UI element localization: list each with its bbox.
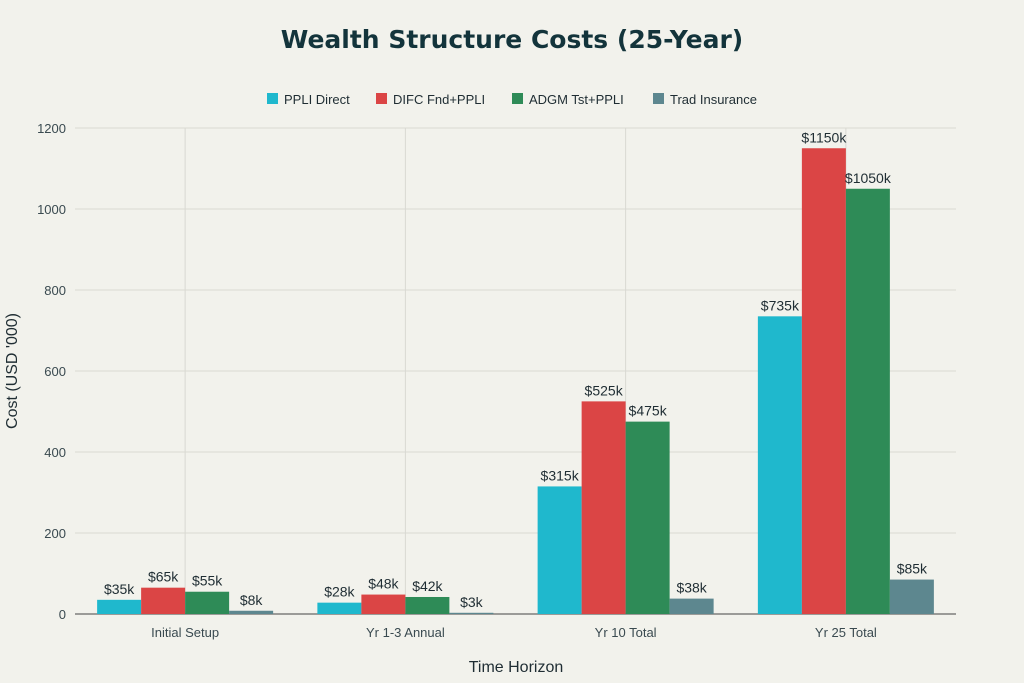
data-label: $42k [412, 578, 443, 594]
y-tick-label: 200 [44, 526, 66, 541]
legend-swatch [376, 93, 387, 104]
x-tick-label: Yr 25 Total [815, 625, 877, 640]
legend-item-label: Trad Insurance [670, 92, 757, 107]
bar [581, 401, 626, 614]
data-label: $525k [585, 382, 624, 398]
legend-item-label: DIFC Fnd+PPLI [393, 92, 485, 107]
data-label: $28k [324, 584, 355, 600]
bar [317, 602, 362, 614]
y-axis-label: Cost (USD '000) [4, 313, 21, 429]
data-label: $35k [104, 581, 135, 597]
x-axis-ticks: Initial Setup Yr 1-3 Annual Yr 10 Total Yr … [151, 625, 877, 640]
y-tick-label: 600 [44, 364, 66, 379]
y-tick-label: 1200 [37, 121, 66, 136]
data-labels: $35k $65k $55k $8k $28k $48k $42k $3k $315k $525k… [104, 129, 928, 610]
x-axis-label: Time Horizon [469, 659, 564, 676]
bar [625, 421, 670, 614]
legend-swatch [653, 93, 664, 104]
bar [185, 591, 230, 614]
bar [361, 594, 406, 614]
data-label: $65k [148, 569, 179, 585]
x-tick-label: Yr 1-3 Annual [366, 625, 445, 640]
x-tick-label: Initial Setup [151, 625, 219, 640]
data-label: $735k [761, 297, 800, 313]
legend-item-label: ADGM Tst+PPLI [529, 92, 624, 107]
data-label: $38k [676, 580, 707, 596]
bar [801, 148, 846, 614]
bar [537, 486, 582, 614]
bar [141, 587, 186, 614]
y-tick-label: 0 [59, 607, 66, 622]
chart-title: Wealth Structure Costs (25-Year) [281, 25, 743, 54]
legend-swatch [512, 93, 523, 104]
data-label: $3k [460, 594, 484, 610]
legend: PPLI Direct DIFC Fnd+PPLI ADGM Tst+PPLI Tra… [267, 92, 757, 107]
y-axis-ticks: 0 200 400 600 800 1000 1200 [37, 121, 66, 622]
y-tick-label: 1000 [37, 202, 66, 217]
y-tick-label: 400 [44, 445, 66, 460]
data-label: $85k [897, 561, 928, 577]
legend-swatch [267, 93, 278, 104]
data-label: $8k [240, 592, 264, 608]
data-label: $1150k [801, 129, 847, 145]
bar [229, 610, 274, 614]
bar [757, 316, 802, 614]
bars [97, 148, 934, 614]
bar [669, 598, 714, 614]
bar [449, 612, 494, 614]
data-label: $315k [541, 467, 580, 483]
bar [405, 596, 450, 614]
bar [97, 599, 142, 614]
legend-item-label: PPLI Direct [284, 92, 350, 107]
data-label: $48k [368, 576, 399, 592]
y-tick-label: 800 [44, 283, 66, 298]
bar [845, 188, 890, 614]
bar [889, 579, 934, 614]
x-tick-label: Yr 10 Total [595, 625, 657, 640]
data-label: $475k [629, 403, 668, 419]
data-label: $1050k [845, 170, 892, 186]
data-label: $55k [192, 573, 223, 589]
